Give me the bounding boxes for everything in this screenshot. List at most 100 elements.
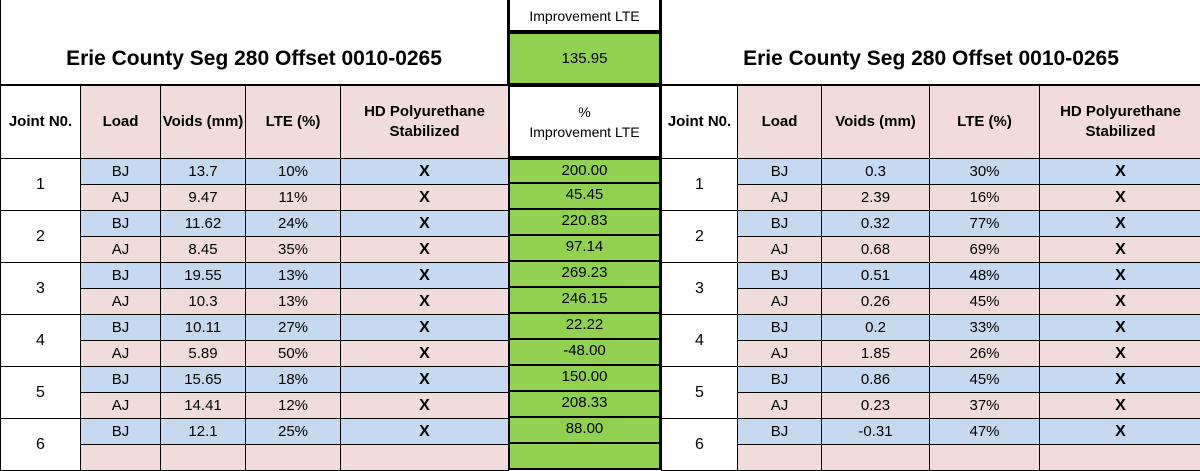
lte-cell: 11%: [246, 185, 341, 211]
improvement-lte-cell: [508, 444, 661, 470]
right-table-title: Erie County Seg 280 Offset 0010-0265: [661, 36, 1200, 82]
load-cell: BJ: [81, 419, 161, 445]
joint-number: 3: [1, 263, 81, 315]
joint-number: 5: [1, 367, 81, 419]
improvement-lte-cell: 45.45: [508, 184, 661, 210]
load-cell: AJ: [81, 185, 161, 211]
voids-cell: 10.11: [161, 315, 246, 341]
lte-cell: 47%: [930, 419, 1040, 445]
joint-number: 6: [662, 419, 738, 471]
left-header-load: Load: [81, 86, 161, 159]
lte-cell: [246, 445, 341, 471]
hd-stabilized-cell: X: [1040, 393, 1200, 419]
joint-number: 2: [662, 211, 738, 263]
voids-cell: 12.1: [161, 419, 246, 445]
joint-number: 5: [662, 367, 738, 419]
left-header-joint: Joint N0.: [1, 86, 81, 159]
hd-stabilized-cell: X: [1040, 159, 1200, 185]
improvement-lte-cell: 220.83: [508, 210, 661, 236]
lte-cell: 35%: [246, 237, 341, 263]
voids-cell: 8.45: [161, 237, 246, 263]
lte-cell: 77%: [930, 211, 1040, 237]
voids-cell: 13.7: [161, 159, 246, 185]
improvement-lte-cell: 22.22: [508, 314, 661, 340]
voids-cell: 2.39: [822, 185, 930, 211]
right-header-lte: LTE (%): [930, 86, 1040, 159]
left-header-hd: HD Polyurethane Stabilized: [341, 86, 509, 159]
lte-cell: 45%: [930, 289, 1040, 315]
voids-cell: 0.68: [822, 237, 930, 263]
lte-cell: 26%: [930, 341, 1040, 367]
hd-stabilized-cell: X: [341, 393, 509, 419]
hd-stabilized-cell: X: [341, 341, 509, 367]
middle-header: % Improvement LTE: [508, 85, 661, 158]
left-header-voids: Voids (mm): [161, 86, 246, 159]
load-cell: BJ: [81, 315, 161, 341]
lte-cell: 12%: [246, 393, 341, 419]
hd-stabilized-cell: X: [341, 419, 509, 445]
left-table-title: Erie County Seg 280 Offset 0010-0265: [0, 36, 508, 82]
right-header-hd: HD Polyurethane Stabilized: [1040, 86, 1200, 159]
voids-cell: 10.3: [161, 289, 246, 315]
improvement-lte-cell: 97.14: [508, 236, 661, 262]
middle-header-line2: Improvement LTE: [510, 122, 659, 142]
hd-stabilized-cell: [341, 445, 509, 471]
hd-stabilized-cell: X: [1040, 419, 1200, 445]
hd-stabilized-cell: X: [1040, 237, 1200, 263]
voids-cell: 0.32: [822, 211, 930, 237]
lte-cell: 30%: [930, 159, 1040, 185]
hd-stabilized-cell: X: [1040, 211, 1200, 237]
lte-cell: 16%: [930, 185, 1040, 211]
lte-cell: 27%: [246, 315, 341, 341]
load-cell: BJ: [738, 315, 822, 341]
lte-cell: 37%: [930, 393, 1040, 419]
hd-stabilized-cell: X: [341, 159, 509, 185]
voids-cell: 0.23: [822, 393, 930, 419]
voids-cell: 0.2: [822, 315, 930, 341]
voids-cell: 19.55: [161, 263, 246, 289]
load-cell: AJ: [738, 237, 822, 263]
voids-cell: [822, 445, 930, 471]
voids-cell: -0.31: [822, 419, 930, 445]
hd-stabilized-cell: X: [1040, 263, 1200, 289]
top-improvement-value: 135.95: [508, 32, 661, 85]
lte-cell: 13%: [246, 289, 341, 315]
joint-number: 6: [1, 419, 81, 471]
load-cell: [81, 445, 161, 471]
hd-stabilized-cell: X: [1040, 315, 1200, 341]
voids-cell: 15.65: [161, 367, 246, 393]
lte-cell: 48%: [930, 263, 1040, 289]
hd-stabilized-cell: X: [1040, 341, 1200, 367]
improvement-lte-cell: 88.00: [508, 418, 661, 444]
voids-cell: 5.89: [161, 341, 246, 367]
load-cell: AJ: [738, 393, 822, 419]
load-cell: BJ: [738, 419, 822, 445]
voids-cell: 14.41: [161, 393, 246, 419]
load-cell: [738, 445, 822, 471]
joint-number: 4: [1, 315, 81, 367]
left-header-lte: LTE (%): [246, 86, 341, 159]
lte-cell: 69%: [930, 237, 1040, 263]
voids-cell: 11.62: [161, 211, 246, 237]
joint-number: 1: [1, 159, 81, 211]
load-cell: BJ: [738, 159, 822, 185]
load-cell: AJ: [81, 393, 161, 419]
voids-cell: 9.47: [161, 185, 246, 211]
load-cell: AJ: [81, 341, 161, 367]
lte-cell: 45%: [930, 367, 1040, 393]
load-cell: AJ: [738, 289, 822, 315]
right-header-voids: Voids (mm): [822, 86, 930, 159]
joint-number: 4: [662, 315, 738, 367]
